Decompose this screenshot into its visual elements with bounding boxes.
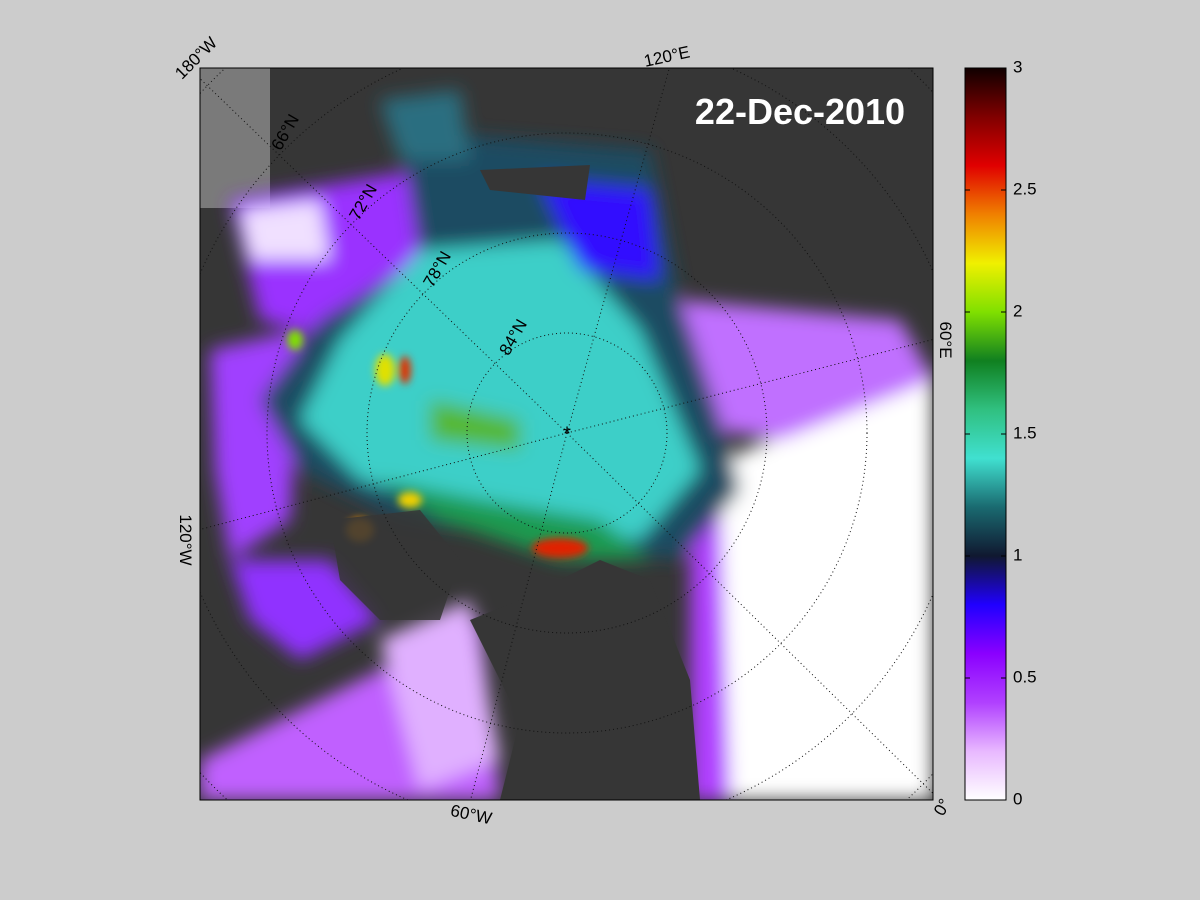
longitude-label: 120°E [642, 42, 691, 70]
archipelago [330, 510, 460, 620]
colorbar-tick-label: 0 [1013, 789, 1022, 808]
colorbar-tick-label: 3 [1013, 57, 1022, 76]
colorbar: 0 0.5 1 1.5 2 2.5 3 [964, 57, 1037, 808]
map-title: 22-Dec-2010 [695, 91, 905, 132]
colorbar-tick-label: 0.5 [1013, 667, 1037, 686]
map-frame [199, 67, 934, 801]
longitude-label: 60°W [449, 801, 494, 828]
colorbar-tick-label: 1 [1013, 545, 1022, 564]
islands [480, 165, 590, 200]
map-area: * [200, 68, 933, 800]
colorbar-tick-label: 2 [1013, 301, 1022, 320]
graticule [200, 68, 933, 800]
longitude-label: 0° [930, 795, 955, 819]
no-data [200, 68, 270, 208]
longitude-label: 120°W [176, 514, 195, 565]
greenland [470, 560, 700, 800]
colorbar-tick-label: 1.5 [1013, 423, 1037, 442]
colorbar-tick-label: 2.5 [1013, 179, 1037, 198]
colorbar-scale [964, 67, 1007, 801]
pole-marker: * [563, 423, 571, 445]
ice-field [200, 90, 933, 800]
longitude-label: 60°E [936, 321, 955, 358]
